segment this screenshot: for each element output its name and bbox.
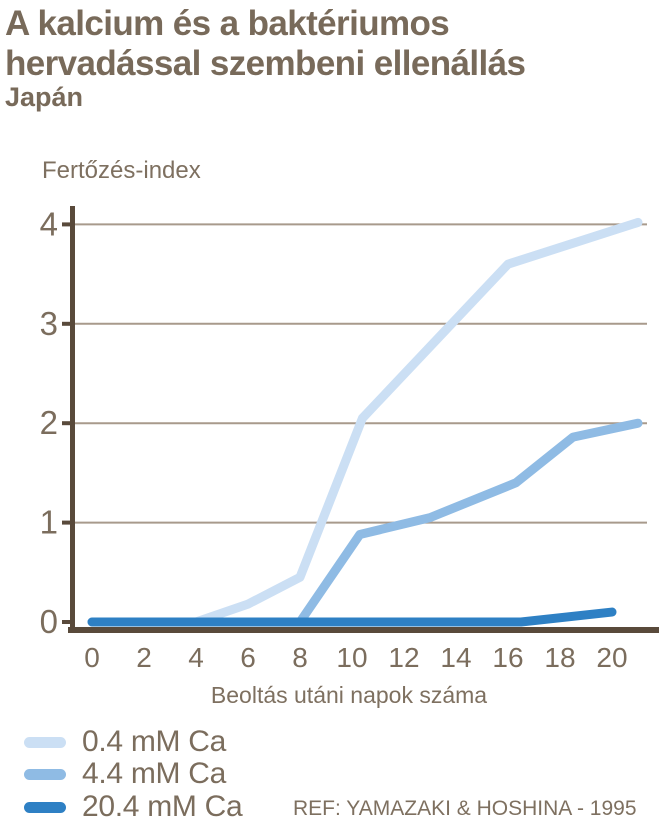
page-title-line2: hervadással szembeni ellenállás: [5, 44, 526, 83]
x-tick-label-8: 8: [292, 642, 308, 673]
legend-label-0.4mM: 0.4 mM Ca: [82, 725, 227, 758]
legend-label-20.4mM: 20.4 mM Ca: [82, 790, 243, 823]
x-tick-label-10: 10: [336, 642, 367, 673]
page-subtitle: Japán: [5, 82, 84, 112]
series-line-20.4-mM-Ca: [87, 607, 617, 627]
legend-swatch-0.4mM: [24, 736, 66, 748]
x-tick-label-12: 12: [388, 642, 419, 673]
page-title-line1: A kalcium és a baktériumos: [5, 4, 450, 43]
legend-swatch-4.4mM: [24, 768, 66, 780]
y-axis-title: Fertőzés-index: [42, 157, 201, 184]
x-tick-label-20: 20: [596, 642, 627, 673]
x-tick-label-16: 16: [492, 642, 523, 673]
x-tick-label-18: 18: [544, 642, 575, 673]
y-tick-label-0: 0: [40, 603, 58, 640]
x-tick-label-6: 6: [240, 642, 256, 673]
x-tick-label-2: 2: [136, 642, 152, 673]
x-axis-title: Beoltás utáni napok száma: [210, 682, 488, 708]
legend-item-0.4mM: 0.4 mM Ca: [24, 725, 227, 758]
legend-swatch-20.4mM: [24, 801, 66, 813]
page-title: A kalcium és a baktériumos hervadással s…: [5, 4, 645, 84]
y-tick-label-2: 2: [40, 404, 58, 441]
y-tick-label-3: 3: [40, 305, 58, 342]
x-tick-label-0: 0: [84, 642, 100, 673]
legend-item-4.4mM: 4.4 mM Ca: [24, 757, 227, 790]
legend-label-4.4mM: 4.4 mM Ca: [82, 757, 227, 790]
y-tick-label-4: 4: [40, 205, 58, 242]
x-tick-label-4: 4: [188, 642, 204, 673]
legend-item-20.4mM: 20.4 mM Ca: [24, 790, 243, 823]
y-tick-label-1: 1: [40, 504, 58, 541]
reference-text: REF: YAMAZAKI & HOSHINA - 1995: [293, 797, 637, 820]
x-tick-label-14: 14: [440, 642, 471, 673]
